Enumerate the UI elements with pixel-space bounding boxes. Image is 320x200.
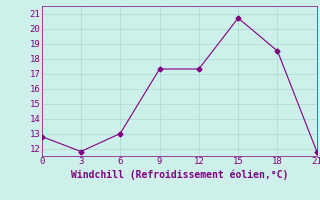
X-axis label: Windchill (Refroidissement éolien,°C): Windchill (Refroidissement éolien,°C) <box>70 169 288 180</box>
